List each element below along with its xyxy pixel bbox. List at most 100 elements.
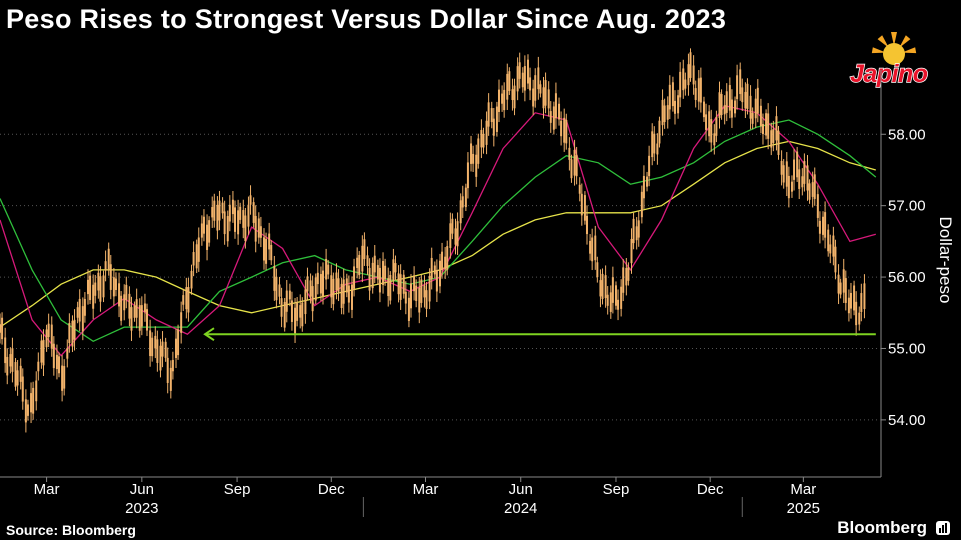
candle-body: [58, 356, 61, 374]
candle-body: [591, 237, 594, 262]
candle-body: [270, 244, 273, 261]
candle-body: [120, 295, 123, 321]
candle-body: [239, 206, 242, 220]
candle-body: [599, 280, 602, 297]
candle-body: [368, 267, 371, 291]
candle-body: [340, 283, 343, 308]
candle-body: [213, 200, 216, 221]
candle-body: [221, 202, 224, 214]
candle-body: [604, 275, 607, 299]
candle-body: [280, 298, 283, 317]
candle-body: [767, 113, 770, 139]
candle-body: [523, 66, 526, 91]
candle-body: [190, 270, 193, 289]
candle-body: [668, 84, 671, 110]
candle-body: [76, 307, 79, 318]
candle-body: [620, 286, 623, 309]
candle-body: [275, 276, 278, 301]
candle-body: [741, 87, 744, 103]
candle-body: [347, 285, 350, 303]
candle-body: [16, 370, 19, 386]
candle-body: [32, 387, 35, 414]
candle-body: [24, 399, 27, 423]
candle-body: [301, 302, 304, 327]
candle-body: [0, 324, 1, 333]
candle-body: [849, 292, 852, 309]
candle-body: [262, 237, 265, 261]
candle-body: [782, 165, 785, 183]
candle-body: [847, 297, 850, 314]
candle-body: [304, 289, 307, 315]
candle-body: [169, 367, 172, 391]
candle-body: [720, 94, 723, 116]
candle-body: [728, 85, 731, 111]
candle-body: [149, 330, 152, 357]
candle-body: [420, 279, 423, 303]
candle-body: [19, 365, 22, 382]
candle-body: [487, 102, 490, 127]
candle-body: [94, 282, 97, 296]
candle-body: [433, 265, 436, 275]
candle-body: [42, 339, 45, 366]
candle-body: [601, 273, 604, 300]
candle-body: [358, 254, 361, 276]
candle-body: [648, 155, 651, 177]
candle-body: [413, 275, 416, 292]
candle-body: [125, 284, 128, 301]
bloomberg-chart-icon: [936, 521, 950, 535]
candle-body: [40, 340, 43, 363]
candle-body: [288, 290, 291, 300]
candle-body: [532, 88, 535, 107]
candle-body: [858, 312, 861, 325]
candle-body: [684, 79, 687, 89]
candle-body: [811, 182, 814, 197]
candle-body: [123, 294, 126, 311]
candle-body: [50, 324, 53, 349]
candle-body: [177, 329, 180, 356]
candle-body: [472, 153, 475, 164]
y-tick-label: 55.00: [888, 340, 926, 357]
candle-body: [480, 129, 483, 148]
candle-body: [609, 292, 612, 312]
candle-body: [614, 285, 617, 306]
candle-body: [61, 365, 64, 391]
candle-body: [21, 376, 24, 402]
candle-body: [772, 129, 775, 143]
x-tick-label: Dec: [697, 481, 724, 498]
candle-body: [461, 196, 464, 208]
candle-body: [133, 305, 136, 318]
candle-body: [521, 72, 524, 88]
candle-body: [558, 103, 561, 120]
candle-body: [770, 130, 773, 148]
candle-body: [508, 71, 511, 91]
candle-body: [552, 106, 555, 130]
candle-body: [627, 267, 630, 281]
candle-body: [651, 131, 654, 158]
candle-body: [544, 80, 547, 106]
candle-body: [765, 113, 768, 136]
candle-body: [146, 309, 149, 331]
x-tick-label: Mar: [413, 481, 439, 498]
candle-body: [350, 284, 353, 310]
candle-body: [218, 200, 221, 221]
candle-body: [249, 195, 252, 205]
candle-body: [409, 283, 412, 309]
candle-body: [337, 278, 340, 292]
candle-body: [314, 277, 317, 301]
candle-body: [4, 337, 7, 364]
candle-body: [182, 295, 185, 305]
candle-body: [589, 240, 592, 254]
candle-body: [402, 274, 405, 294]
candle-body: [834, 246, 837, 273]
candle-body: [446, 246, 449, 270]
candle-body: [829, 244, 832, 254]
candle-body: [697, 78, 700, 102]
x-year-label: 2024: [504, 500, 537, 517]
x-tick-label: Mar: [790, 481, 816, 498]
candle-body: [839, 282, 842, 295]
candle-body: [790, 181, 793, 192]
candle-body: [475, 154, 478, 177]
candle-body: [673, 100, 676, 114]
candle-body: [166, 357, 169, 383]
candle-body: [418, 287, 421, 313]
